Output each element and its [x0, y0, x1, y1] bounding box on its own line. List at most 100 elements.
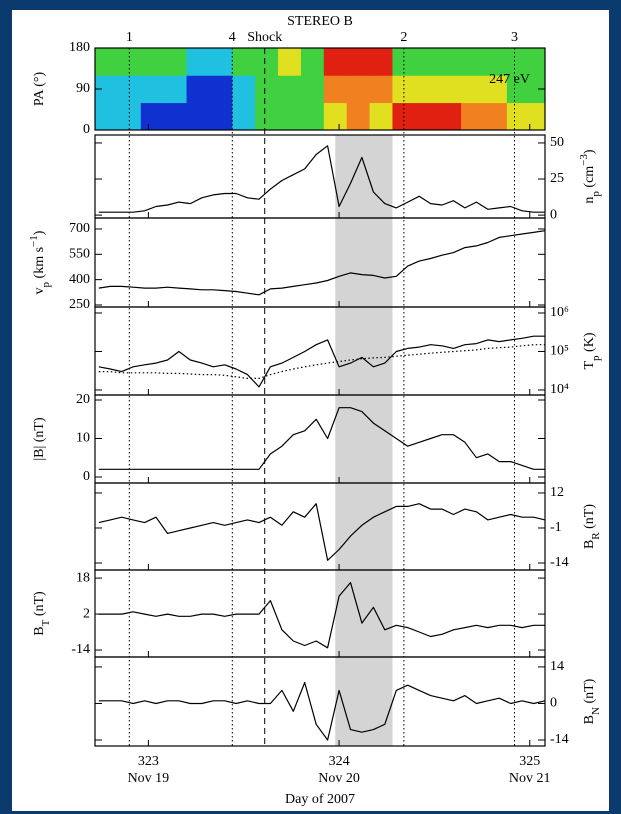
y-axis-label-part: −1	[28, 235, 40, 247]
y-tick-label: 14	[550, 659, 564, 674]
y-tick-label: 250	[69, 297, 90, 312]
y-axis-label-part: (nT)	[582, 678, 597, 707]
y-axis-label-part: (km s	[32, 247, 47, 282]
heatmap-cell	[255, 48, 278, 76]
heatmap-cell	[141, 48, 164, 76]
shaded-interval	[335, 135, 392, 746]
y-tick-label: -14	[550, 732, 569, 747]
heatmap-cell	[232, 75, 255, 103]
heatmap-cell	[187, 48, 210, 76]
y-axis-label-part: B	[582, 715, 597, 724]
x-tick-label: 323	[138, 754, 159, 769]
heatmap-cell	[95, 103, 118, 131]
heatmap-cell	[187, 75, 210, 103]
y-tick-label: 0	[83, 469, 90, 484]
y-tick-label: 20	[76, 392, 90, 407]
heatmap-cell	[461, 103, 484, 131]
x-tick-date: Nov 19	[128, 771, 170, 786]
y-tick-label: -14	[550, 555, 569, 570]
y-tick-label: 25	[550, 171, 564, 186]
heatmap-cell	[415, 103, 438, 131]
y-tick-label: -14	[71, 642, 90, 657]
heatmap-cell	[438, 75, 461, 103]
heatmap-cell	[324, 103, 347, 131]
x-tick-date: Nov 21	[509, 771, 551, 786]
heatmap-cell	[141, 75, 164, 103]
y-axis-label-part: B	[582, 540, 597, 549]
heatmap-cell	[209, 48, 232, 76]
event-label: 2	[400, 30, 407, 45]
heatmap-cell	[164, 75, 187, 103]
heatmap-cell	[438, 48, 461, 76]
heatmap-cell	[95, 48, 118, 76]
y-tick-label: 10	[76, 431, 90, 446]
heatmap-cell	[370, 75, 393, 103]
heatmap-cell	[164, 48, 187, 76]
heatmap-cell	[461, 48, 484, 76]
heatmap-cell	[301, 75, 324, 103]
x-axis-label: Day of 2007	[285, 792, 355, 807]
chart-title: STEREO B	[287, 14, 353, 29]
heatmap-cell	[347, 75, 370, 103]
heatmap-cell	[484, 103, 507, 131]
y-tick-label: 0	[550, 696, 557, 711]
y-tick-label: 18	[76, 570, 90, 585]
heatmap-cell	[438, 103, 461, 131]
y-axis-label-part: v	[32, 287, 47, 294]
y-tick-label: 12	[550, 485, 564, 500]
heatmap-cell	[461, 75, 484, 103]
heatmap-cell	[278, 48, 301, 76]
y-axis-label-part: PA (°)	[32, 72, 47, 107]
y-axis-label-part: (nT)	[582, 504, 597, 533]
y-tick-label: 180	[69, 40, 90, 55]
event-label: 1	[126, 30, 133, 45]
heatmap-cell	[324, 48, 347, 76]
y-axis-label-part: |B| (nT)	[32, 417, 47, 461]
y-axis-label-part: (K)	[582, 332, 597, 355]
heatmap-cell	[141, 103, 164, 131]
event-label: 4	[229, 30, 236, 45]
y-axis-label: |B| (nT)	[32, 417, 47, 461]
y-axis-label-part: (nT)	[32, 591, 47, 620]
annotation: 247 eV	[489, 72, 530, 87]
y-axis-label-part: −3	[578, 154, 590, 166]
heatmap-cell	[255, 75, 278, 103]
y-tick-label: 0	[83, 122, 90, 137]
heatmap-cell	[209, 75, 232, 103]
y-axis-label-part: (cm	[582, 166, 597, 191]
y-tick-label: 90	[76, 81, 90, 96]
y-tick-label: 700	[69, 221, 90, 236]
y-axis-label-part: )	[32, 230, 47, 235]
heatmap-cell	[232, 48, 255, 76]
heatmap-cell	[232, 103, 255, 131]
heatmap-cell	[530, 48, 546, 76]
heatmap-cell	[301, 103, 324, 131]
heatmap-cell	[209, 103, 232, 131]
y-axis-label-part: n	[582, 197, 597, 204]
y-tick-label: 50	[550, 135, 564, 150]
heatmap-cell	[278, 103, 301, 131]
heatmap-cell	[164, 103, 187, 131]
heatmap-cell	[507, 103, 530, 131]
heatmap-cell	[255, 103, 278, 131]
y-axis-label-part: B	[32, 626, 47, 635]
x-tick-date: Nov 20	[318, 771, 360, 786]
x-tick-label: 325	[519, 754, 540, 769]
y-tick-label: 0	[550, 207, 557, 222]
y-axis-label-part: N	[590, 707, 602, 715]
y-axis-label-part: )	[582, 149, 597, 154]
y-tick-label: 550	[69, 247, 90, 262]
heatmap-cell	[278, 75, 301, 103]
heatmap-cell	[415, 48, 438, 76]
heatmap-cell	[324, 75, 347, 103]
heatmap-cell	[301, 48, 324, 76]
y-tick-label: 400	[69, 272, 90, 287]
heatmap-cell	[415, 75, 438, 103]
heatmap-cell	[187, 103, 210, 131]
heatmap-cell	[530, 103, 546, 131]
y-tick-label: -1	[550, 520, 562, 535]
y-tick-label: 10⁵	[550, 344, 569, 359]
event-label: 3	[511, 30, 518, 45]
